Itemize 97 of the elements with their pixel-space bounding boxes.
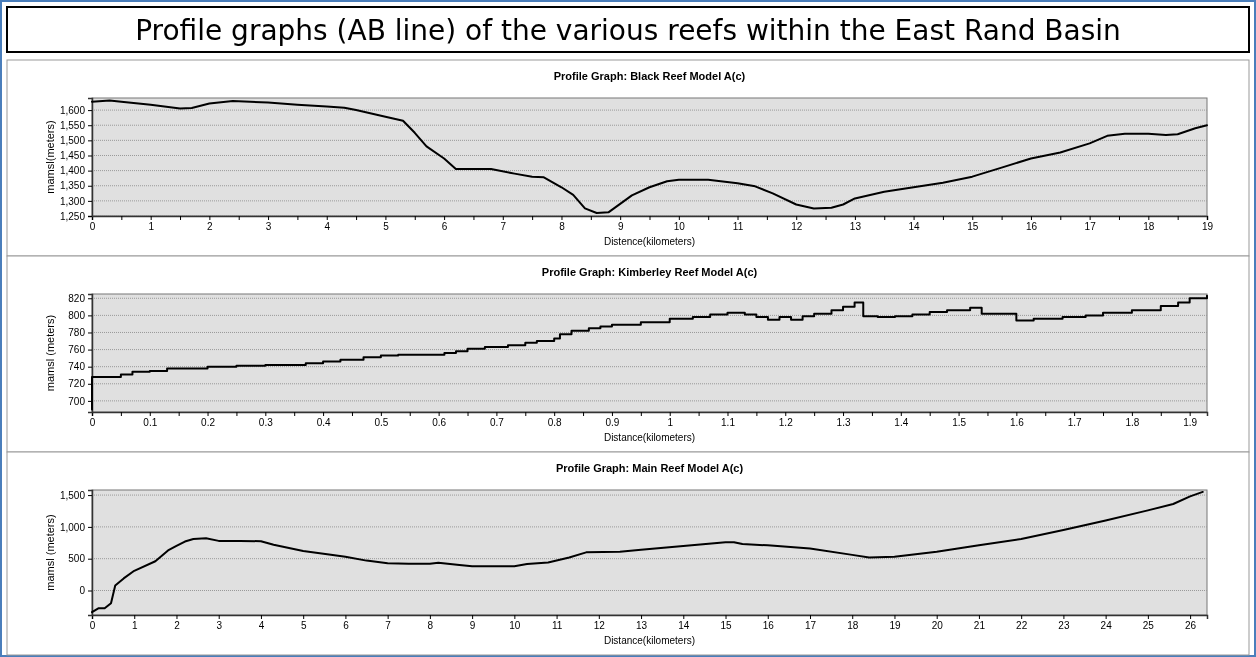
x-tick-label: 0.3	[258, 417, 274, 429]
x-tick-label: 6	[441, 221, 448, 233]
x-tick-label: 5	[383, 221, 390, 233]
y-tick-label: 1,300	[59, 195, 86, 207]
x-tick-label: 23	[1058, 620, 1070, 632]
x-tick-label: 26	[1185, 620, 1197, 632]
y-tick-label: 760	[68, 344, 86, 356]
y-tick-label: 1,550	[59, 119, 86, 131]
y-tick-label: 800	[68, 310, 86, 322]
x-tick-label: 1.9	[1183, 417, 1198, 429]
x-tick-label: 6	[343, 620, 350, 632]
x-tick-label: 16	[762, 620, 775, 632]
x-tick-label: 25	[1142, 620, 1155, 632]
x-tick-label: 4	[324, 221, 331, 233]
x-tick-label: 1.8	[1125, 417, 1140, 429]
x-tick-label: 17	[1084, 221, 1097, 233]
y-tick-label: 700	[68, 395, 86, 407]
x-axis-title: Distence(kilometers)	[603, 236, 696, 247]
x-tick-label: 0.1	[143, 417, 158, 429]
x-tick-label: 10	[509, 620, 521, 632]
x-tick-label: 13	[635, 620, 648, 632]
x-tick-label: 1.7	[1067, 417, 1083, 429]
x-tick-label: 17	[804, 620, 817, 632]
x-tick-label: 16	[1025, 221, 1038, 233]
chart-title: Profile Graph: Kimberley Reef Model A(c)	[541, 266, 758, 278]
x-tick-label: 14	[678, 620, 690, 632]
x-tick-label: 9	[469, 620, 476, 632]
x-tick-label: 19	[1201, 221, 1214, 233]
x-tick-label: 0.9	[605, 417, 620, 429]
chart-title: Profile Graph: Main Reef Model A(c)	[555, 462, 744, 474]
x-tick-label: 1.6	[1009, 417, 1025, 429]
y-axis-title: mamsl (meters)	[44, 314, 56, 392]
x-tick-label: 1	[667, 417, 674, 429]
x-tick-label: 0.8	[547, 417, 563, 429]
x-tick-label: 0.6	[432, 417, 447, 429]
y-tick-label: 1,000	[59, 521, 86, 533]
x-tick-label: 18	[1143, 221, 1155, 233]
y-tick-label: 820	[68, 292, 86, 304]
x-tick-label: 3	[265, 221, 272, 233]
x-tick-label: 7	[500, 221, 507, 233]
line-series	[91, 99, 1208, 214]
x-tick-label: 5	[300, 620, 307, 632]
x-tick-label: 8	[559, 221, 566, 233]
x-tick-label: 7	[385, 620, 392, 632]
x-axis-title: Distance(kilometers)	[603, 432, 696, 443]
x-tick-label: 1.3	[836, 417, 851, 429]
x-tick-label: 8	[427, 620, 434, 632]
x-tick-label: 0.5	[374, 417, 389, 429]
x-tick-label: 1	[131, 620, 138, 632]
y-tick-label: 720	[68, 378, 86, 390]
x-tick-label: 15	[720, 620, 733, 632]
y-tick-label: 740	[68, 361, 86, 373]
x-tick-label: 11	[551, 620, 563, 632]
y-tick-label: 1,350	[59, 180, 86, 192]
x-tick-label: 14	[908, 221, 921, 233]
x-tick-label: 19	[889, 620, 901, 632]
x-tick-label: 1.4	[894, 417, 909, 429]
x-tick-label: 9	[617, 221, 624, 233]
x-tick-label: 18	[847, 620, 859, 632]
y-tick-label: 1,500	[59, 489, 86, 501]
x-tick-label: 2	[207, 221, 214, 233]
y-tick-label: 1,600	[59, 104, 86, 116]
x-tick-label: 0	[89, 221, 96, 233]
x-tick-label: 10	[673, 221, 686, 233]
y-axis-title: mamsl (meters)	[44, 514, 56, 591]
y-tick-label: 780	[68, 327, 86, 339]
x-tick-label: 2	[174, 620, 181, 632]
y-tick-label: 1,500	[59, 135, 86, 147]
text: Profile graphs (AB line) of the various reefs within the East Rand Basin	[135, 14, 1121, 47]
x-tick-label: 1.2	[778, 417, 794, 429]
y-tick-label: 0	[79, 585, 86, 597]
x-tick-label: 21	[973, 620, 986, 632]
x-tick-label: 15	[967, 221, 979, 233]
y-tick-label: 500	[68, 553, 86, 565]
y-tick-label: 1,450	[59, 150, 86, 162]
x-tick-label: 12	[593, 620, 606, 632]
y-tick-label: 1,400	[59, 165, 86, 177]
x-tick-label: 0	[89, 417, 96, 429]
x-tick-label: 24	[1100, 620, 1113, 632]
x-tick-label: 20	[931, 620, 944, 632]
x-axis-title: Distance(kilometers)	[603, 635, 696, 646]
x-tick-label: 1.5	[952, 417, 967, 429]
x-tick-label: 1	[148, 221, 155, 233]
x-tick-label: 0	[89, 620, 96, 632]
x-tick-label: 0.2	[201, 417, 216, 429]
x-tick-label: 11	[732, 221, 744, 233]
x-tick-label: 0.4	[316, 417, 331, 429]
x-tick-label: 1.1	[721, 417, 736, 429]
x-tick-label: 12	[791, 221, 803, 233]
x-tick-label: 22	[1016, 620, 1028, 632]
x-tick-label: 13	[849, 221, 862, 233]
chart-title: Profile Graph: Black Reef Model A(c)	[553, 70, 746, 82]
x-tick-label: 3	[216, 620, 223, 632]
x-tick-label: 0.7	[489, 417, 505, 429]
y-axis-title: mamsl(meters)	[44, 120, 56, 194]
y-tick-label: 1,250	[59, 210, 86, 222]
x-tick-label: 4	[258, 620, 265, 632]
